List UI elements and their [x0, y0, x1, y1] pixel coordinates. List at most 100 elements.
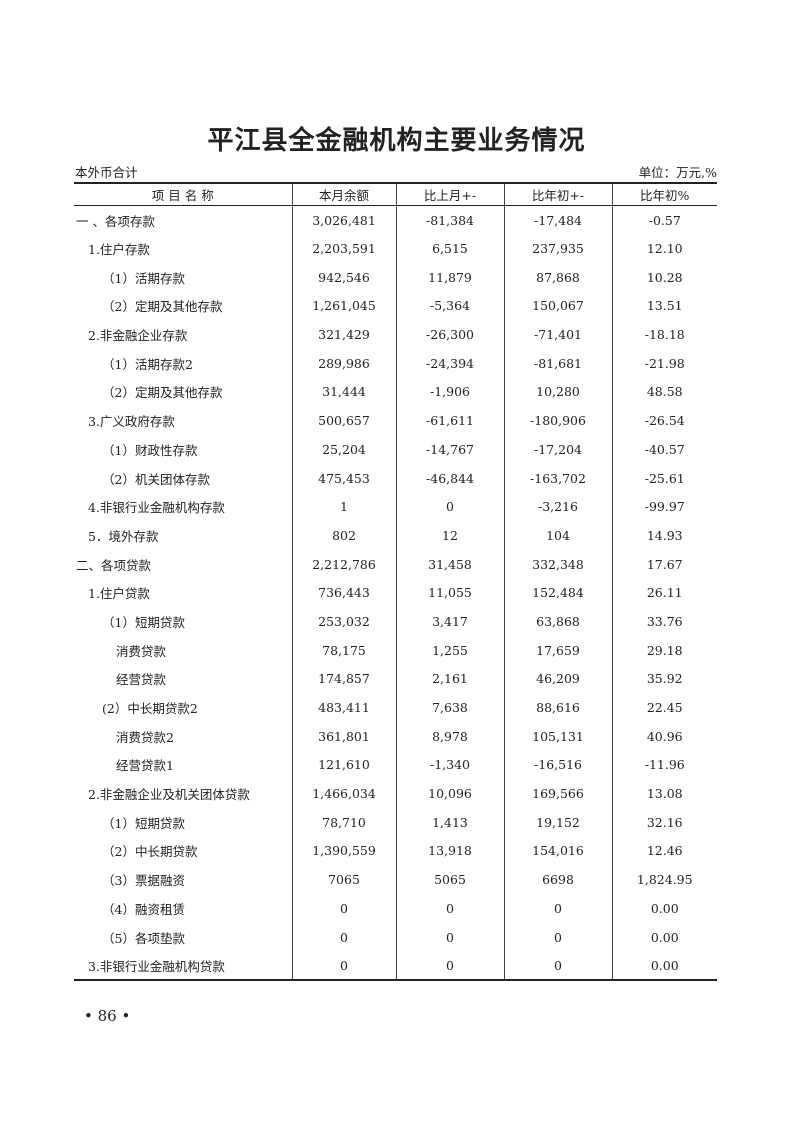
- cell-item-name: （1）活期存款: [102, 270, 185, 286]
- cell-month-balance: 321,429: [291, 320, 396, 349]
- cell-vs-year-start: -17,484: [503, 205, 612, 235]
- cell-month-balance: 802: [291, 521, 396, 550]
- cell-vs-last-month: 0: [395, 951, 504, 982]
- table-row: 1.住户贷款 736,443 11,055 152,484 26.11: [74, 578, 717, 608]
- cell-vs-year-start: -163,702: [503, 463, 612, 493]
- table-row: （3）票据融资 7065 5065 6698 1,824.95: [74, 865, 717, 894]
- cell-vs-year-start-pct: 17.67: [611, 549, 717, 579]
- cell-month-balance: 942,546: [291, 262, 396, 292]
- cell-vs-year-start-pct: 0.00: [611, 922, 717, 952]
- cell-month-balance: 361,801: [291, 721, 396, 751]
- table-row: （2）中长期贷款 1,390,559 13,918 154,016 12.46: [74, 836, 717, 866]
- header-vs-year-start-pct: 比年初%: [611, 182, 717, 206]
- cell-month-balance: 3,026,481: [291, 205, 396, 235]
- table-row: 1.住户存款 2,203,591 6,515 237,935 12.10: [74, 234, 717, 263]
- cell-item-name: 消费贷款: [116, 643, 167, 659]
- cell-month-balance: 78,710: [291, 807, 396, 837]
- cell-month-balance: 1: [291, 492, 396, 522]
- header-month-balance: 本月余额: [291, 182, 396, 206]
- cell-vs-year-start-pct: 29.18: [611, 635, 717, 665]
- cell-month-balance: 1,466,034: [291, 779, 396, 808]
- cell-vs-last-month: 31,458: [395, 549, 504, 579]
- table-row: 3.广义政府存款 500,657 -61,611 -180,906 -26.54: [74, 406, 717, 435]
- table-row: 消费贷款2 361,801 8,978 105,131 40.96: [74, 721, 717, 751]
- cell-vs-year-start: 87,868: [503, 262, 612, 292]
- currency-scope-label: 本外币合计: [75, 165, 138, 180]
- cell-item-name: （1）活期存款2: [102, 356, 193, 372]
- table-row: 二、各项贷款 2,212,786 31,458 332,348 17.67: [74, 549, 717, 579]
- cell-month-balance: 2,212,786: [291, 549, 396, 579]
- cell-vs-year-start-pct: -99.97: [611, 492, 717, 522]
- cell-vs-last-month: 11,879: [395, 262, 504, 292]
- table-header-row: 项 目 名 称 本月余额 比上月+- 比年初+- 比年初%: [74, 182, 717, 206]
- cell-vs-last-month: -24,394: [395, 348, 504, 378]
- cell-month-balance: 475,453: [291, 463, 396, 493]
- cell-month-balance: 25,204: [291, 435, 396, 464]
- cell-month-balance: 2,203,591: [291, 234, 396, 263]
- cell-vs-year-start: 237,935: [503, 234, 612, 263]
- cell-vs-last-month: 6,515: [395, 234, 504, 263]
- cell-item-name: 经营贷款1: [116, 758, 174, 774]
- cell-vs-year-start-pct: -11.96: [611, 750, 717, 780]
- cell-vs-year-start: 104: [503, 521, 612, 550]
- cell-month-balance: 31,444: [291, 377, 396, 407]
- cell-item-name: 3.广义政府存款: [88, 414, 175, 430]
- table-row: (2）中长期贷款2 483,411 7,638 88,616 22.45: [74, 693, 717, 722]
- cell-item-name: 2.非金融企业存款: [88, 328, 188, 344]
- cell-month-balance: 0: [291, 951, 396, 982]
- cell-vs-last-month: 2,161: [395, 664, 504, 694]
- cell-vs-year-start-pct: -18.18: [611, 320, 717, 349]
- cell-vs-year-start-pct: -26.54: [611, 406, 717, 435]
- table-row: 5．境外存款 802 12 104 14.93: [74, 521, 717, 550]
- cell-vs-year-start: 0: [503, 951, 612, 982]
- cell-month-balance: 0: [291, 922, 396, 952]
- cell-item-name: 经营贷款: [116, 672, 167, 688]
- cell-item-name: （1）短期贷款: [102, 614, 185, 630]
- cell-month-balance: 253,032: [291, 607, 396, 636]
- cell-month-balance: 1,390,559: [291, 836, 396, 866]
- cell-vs-year-start: 88,616: [503, 693, 612, 722]
- cell-vs-last-month: -46,844: [395, 463, 504, 493]
- header-vs-last-month: 比上月+-: [395, 182, 504, 206]
- cell-month-balance: 78,175: [291, 635, 396, 665]
- table-row: （5）各项垫款 0 0 0 0.00: [74, 922, 717, 952]
- cell-month-balance: 7065: [291, 865, 396, 894]
- cell-vs-year-start: 46,209: [503, 664, 612, 694]
- table-row: （1）活期存款 942,546 11,879 87,868 10.28: [74, 262, 717, 292]
- cell-month-balance: 500,657: [291, 406, 396, 435]
- cell-vs-last-month: 0: [395, 492, 504, 522]
- cell-vs-year-start-pct: 40.96: [611, 721, 717, 751]
- cell-month-balance: 0: [291, 894, 396, 923]
- cell-item-name: 一 、各项存款: [76, 213, 155, 229]
- cell-vs-last-month: 3,417: [395, 607, 504, 636]
- cell-vs-year-start-pct: 12.46: [611, 836, 717, 866]
- cell-vs-last-month: 1,413: [395, 807, 504, 837]
- cell-vs-year-start-pct: 35.92: [611, 664, 717, 694]
- cell-vs-year-start-pct: 48.58: [611, 377, 717, 407]
- cell-vs-year-start-pct: 13.51: [611, 291, 717, 321]
- cell-vs-year-start: 17,659: [503, 635, 612, 665]
- cell-vs-year-start-pct: 22.45: [611, 693, 717, 722]
- cell-vs-last-month: 5065: [395, 865, 504, 894]
- cell-item-name: 3.非银行业金融机构贷款: [74, 951, 292, 982]
- table-row: （2）机关团体存款 475,453 -46,844 -163,702 -25.61: [74, 463, 717, 493]
- cell-vs-last-month: 8,978: [395, 721, 504, 751]
- cell-vs-last-month: 11,055: [395, 578, 504, 608]
- table-row: 2.非金融企业及机关团体贷款 1,466,034 10,096 169,566 13.0…: [74, 779, 717, 808]
- cell-item-name: (2）中长期贷款2: [102, 701, 198, 717]
- cell-vs-year-start-pct: -40.57: [611, 435, 717, 464]
- cell-item-name: （2）定期及其他存款: [102, 299, 223, 315]
- cell-month-balance: 1,261,045: [291, 291, 396, 321]
- cell-item-name: （5）各项垫款: [102, 930, 185, 946]
- cell-vs-last-month: 0: [395, 894, 504, 923]
- cell-vs-year-start-pct: -25.61: [611, 463, 717, 493]
- cell-vs-year-start-pct: -0.57: [611, 205, 717, 235]
- cell-vs-year-start-pct: 26.11: [611, 578, 717, 608]
- cell-vs-last-month: -5,364: [395, 291, 504, 321]
- cell-vs-year-start-pct: 0.00: [611, 951, 717, 982]
- cell-item-name: （2）定期及其他存款: [102, 385, 223, 401]
- cell-vs-last-month: -61,611: [395, 406, 504, 435]
- page-number: • 86 •: [84, 1007, 131, 1025]
- cell-vs-year-start: 105,131: [503, 721, 612, 751]
- cell-month-balance: 289,986: [291, 348, 396, 378]
